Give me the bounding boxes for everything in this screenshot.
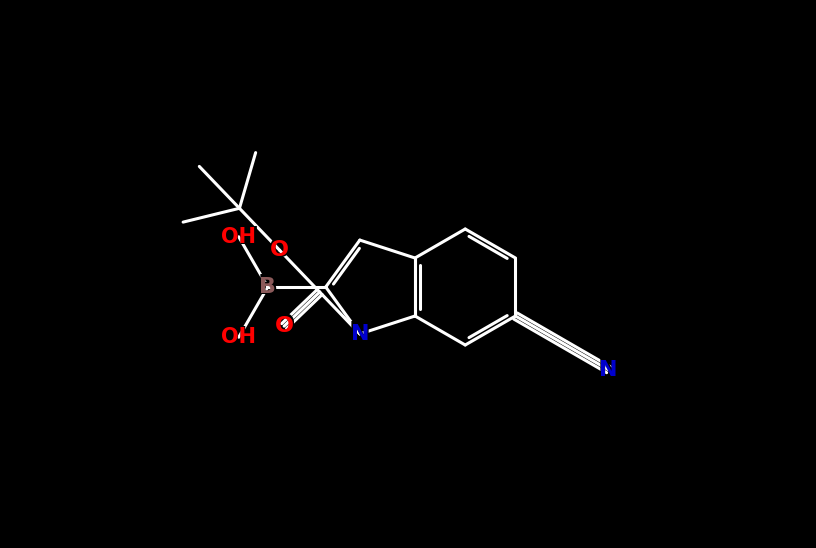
Text: OH: OH <box>218 225 259 249</box>
Text: O: O <box>275 316 294 336</box>
Text: N: N <box>351 324 369 344</box>
Text: B: B <box>259 277 277 297</box>
Text: O: O <box>270 240 289 260</box>
Text: N: N <box>599 359 618 380</box>
Text: OH: OH <box>221 227 256 247</box>
Text: OH: OH <box>218 325 259 349</box>
Text: B: B <box>258 274 277 300</box>
Text: OH: OH <box>221 327 256 347</box>
Text: O: O <box>273 313 295 339</box>
Text: O: O <box>268 237 290 263</box>
Text: N: N <box>348 321 370 347</box>
Text: N: N <box>597 357 619 383</box>
